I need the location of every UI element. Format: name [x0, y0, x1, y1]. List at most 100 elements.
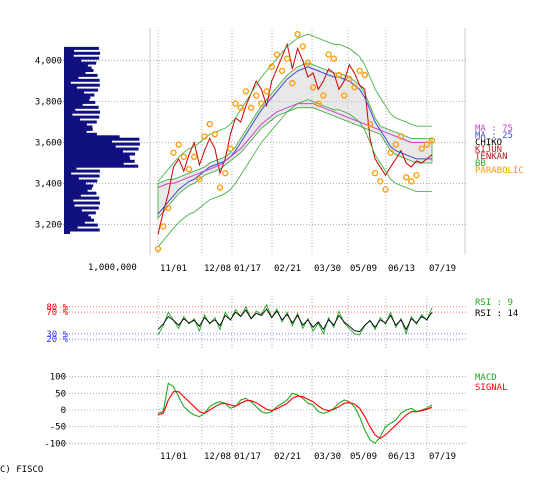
y-tick-label: 0 [61, 406, 66, 416]
parabolic-dot [222, 170, 229, 177]
parabolic-dot [309, 84, 317, 91]
date-tick-label: 11/01 [160, 452, 187, 462]
parabolic-dot [294, 30, 301, 38]
volume-at-price-bar [64, 61, 97, 65]
date-tick-label: 03/30 [314, 452, 341, 462]
legend-entry: KIJUN [475, 145, 502, 155]
volume-at-price-bar [64, 73, 98, 77]
legend-entry: RSI : 9 [475, 298, 513, 308]
volume-at-price-bar [64, 51, 100, 55]
parabolic-dot [253, 92, 260, 99]
parabolic-dot [273, 51, 281, 58]
parabolic-dot [165, 204, 172, 212]
series-lines [157, 33, 433, 445]
volume-at-price-bar [64, 179, 98, 183]
parabolic-dot [387, 149, 394, 156]
bollinger-band-line [157, 99, 432, 248]
y-tick-label: 3,400 [35, 179, 62, 189]
parabolic-dot [196, 176, 203, 183]
date-tick-label: 07/19 [429, 452, 456, 462]
parabolic-dot [278, 67, 286, 75]
volume-at-price-bar [64, 78, 100, 82]
volume-at-price-bar [64, 211, 96, 215]
volume-at-price-bar [64, 164, 139, 168]
ichimoku-cloud [157, 62, 433, 220]
parabolic-dot [330, 55, 337, 62]
volume-at-price-bar [64, 66, 92, 70]
parabolic-dot [408, 178, 415, 185]
volume-label: 1,000,000 [88, 263, 137, 273]
date-tick-label: 03/30 [314, 264, 341, 274]
volume-at-price-bar [64, 56, 100, 60]
series-line-rsi-14 [157, 308, 433, 333]
parabolic-dot [242, 88, 250, 95]
date-tick-label: 06/13 [388, 264, 415, 274]
volume-at-price-bar [64, 157, 131, 161]
parabolic-dot [170, 149, 177, 156]
date-tick-label: 06/13 [388, 452, 415, 462]
date-tick-label: 12/08 [204, 264, 231, 274]
volume-at-price-bar [64, 105, 99, 109]
volume-at-price-bar [64, 201, 100, 205]
parabolic-dot [160, 223, 167, 230]
volume-at-price-bar [64, 191, 97, 195]
series-line-signal [157, 391, 433, 439]
parabolic-dot [175, 141, 182, 148]
y-tick-label: 3,800 [35, 98, 62, 108]
y-tick-label: 4,000 [35, 57, 62, 67]
volume-at-price-bar [64, 108, 76, 112]
parabolic-dot [428, 137, 436, 144]
volume-at-price-bar [64, 140, 112, 144]
volume-at-price-bar [64, 172, 72, 176]
volume-at-price-bar [64, 231, 70, 234]
volume-at-price-bar [64, 88, 99, 92]
volume-at-price-bar [64, 199, 74, 203]
volume-at-price-bar [64, 223, 98, 227]
volume-at-price-bar [64, 100, 96, 104]
parabolic-dot [237, 104, 244, 111]
legend-entry: TENKAN [475, 152, 508, 162]
volume-at-price-bar [64, 169, 100, 173]
date-tick-label: 01/17 [234, 264, 261, 274]
y-tick-label: 80 % [46, 303, 68, 313]
date-tick-label: 05/09 [350, 452, 377, 462]
volume-at-price-bar [64, 189, 88, 193]
ichimoku-cloud-area [157, 62, 433, 220]
volume-at-price-bar [64, 118, 80, 122]
volume-at-price-bar [64, 59, 82, 63]
parabolic-dot [423, 141, 430, 148]
y-tick-label: -50 [50, 423, 66, 433]
volume-at-price-bar [64, 152, 136, 156]
volume-bars [64, 46, 140, 234]
parabolic-dot [284, 55, 291, 62]
volume-at-price-bar [64, 186, 92, 190]
date-tick-label: 02/21 [274, 264, 301, 274]
volume-at-price-bar [64, 137, 140, 141]
volume-at-price-bar [64, 110, 100, 114]
date-tick-label: 05/09 [350, 264, 377, 274]
legend-entry: SIGNAL [475, 383, 508, 393]
volume-at-price-bar [64, 69, 94, 72]
parabolic-dot [403, 174, 410, 181]
parabolic-dots [154, 30, 436, 253]
volume-at-price-bar [64, 132, 97, 136]
volume-at-price-bar [64, 196, 100, 200]
volume-at-price-bar [64, 130, 87, 134]
parabolic-dot [397, 133, 405, 140]
parabolic-dot [392, 141, 399, 148]
series-line-close [157, 42, 433, 235]
volume-at-price-bar [64, 91, 85, 95]
parabolic-dot [315, 100, 322, 107]
volume-at-price-bar [64, 46, 99, 50]
volume-at-price-bar [64, 103, 83, 107]
volume-at-price-bar [64, 216, 91, 220]
volume-at-price-bar [64, 64, 88, 68]
date-tick-label: 11/01 [160, 264, 187, 274]
volume-at-price-bar [64, 204, 75, 207]
legend-entry: PARABOLIC [475, 166, 524, 176]
volume-at-price-bar [64, 150, 123, 153]
y-tick-label: 30 % [46, 330, 68, 340]
volume-at-price-bar [64, 81, 71, 85]
parabolic-dot [356, 67, 363, 75]
